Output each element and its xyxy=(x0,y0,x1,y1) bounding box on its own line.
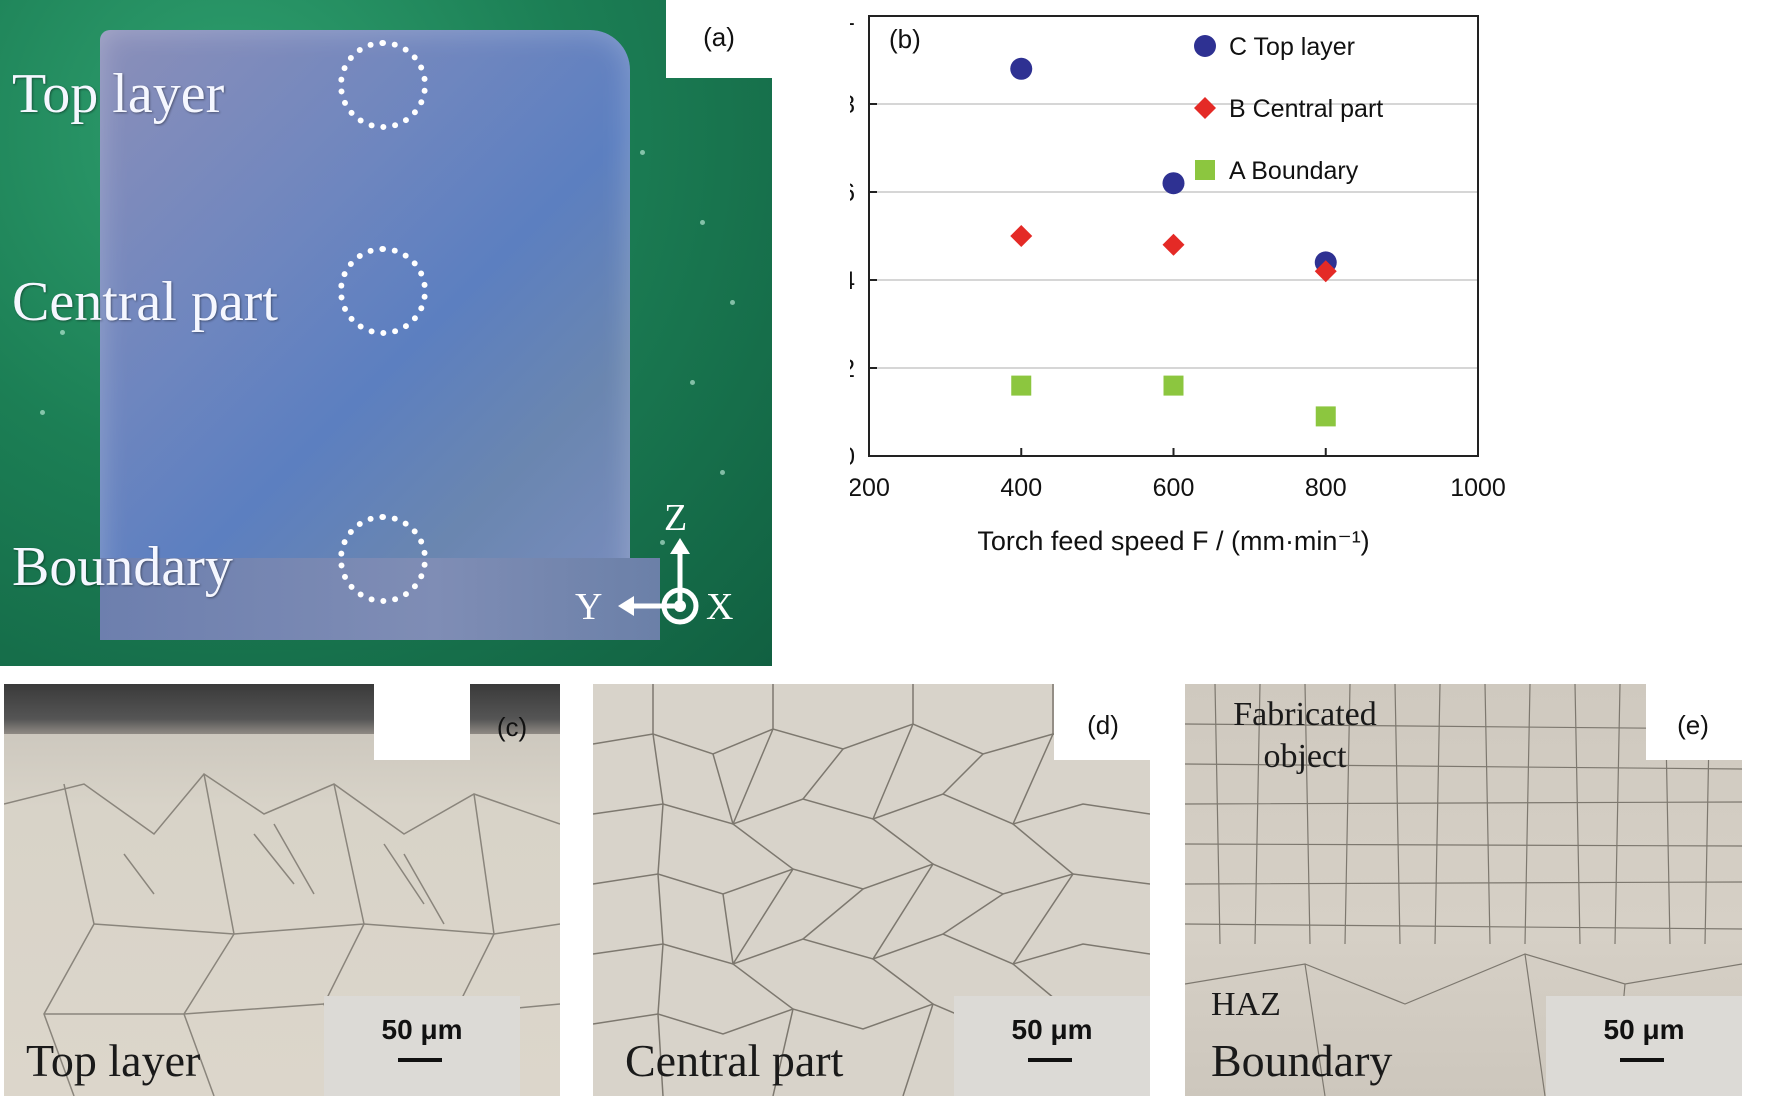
scale-bar xyxy=(398,1058,442,1062)
legend-marker-square xyxy=(1195,160,1215,180)
scale-bar-label: 50 μm xyxy=(1011,1014,1093,1045)
data-point-circle xyxy=(1010,57,1033,80)
y-tick-label: 0.04 xyxy=(850,267,855,295)
axis-z-label: Z xyxy=(664,497,688,539)
micrograph-label-top-layer: Top layer xyxy=(26,1035,201,1086)
data-point-circle xyxy=(1162,172,1185,195)
scale-bar-label: 50 μm xyxy=(1603,1014,1685,1045)
legend-label: A Boundary xyxy=(1229,157,1359,185)
specimen-photo-panel: Top layer Central part Boundary Z Y X (a… xyxy=(0,0,772,666)
panel-c-tag: (c) xyxy=(496,712,528,742)
y-tick-label: 0.02 xyxy=(850,355,855,383)
boundary-circle-marker xyxy=(338,514,428,604)
scale-bar xyxy=(1620,1058,1664,1062)
panel-a-tag: (a) xyxy=(703,22,735,52)
chart-legend: C Top layer B Central part A Boundary xyxy=(1194,33,1383,185)
top-layer-micrograph-panel: (c) Top layer 50 μm xyxy=(4,684,560,1096)
y-tick-label: 0.08 xyxy=(850,91,855,119)
x-tick-label: 600 xyxy=(1153,474,1195,502)
x-tick-label: 400 xyxy=(1000,474,1042,502)
scale-bar-box: 50 μm xyxy=(954,996,1150,1096)
x-axis-label: Torch feed speed F / (mm·min⁻¹) xyxy=(977,526,1369,556)
central-part-micrograph-panel: (d) Central part 50 μm xyxy=(593,684,1150,1096)
legend-marker-circle xyxy=(1194,35,1216,57)
axis-x-label: X xyxy=(706,586,734,628)
micrograph-label-central-part: Central part xyxy=(625,1035,844,1086)
scale-bar-label: 50 μm xyxy=(381,1014,463,1045)
legend-label: B Central part xyxy=(1229,95,1383,123)
y-tick-label: 0.1 xyxy=(850,3,855,31)
grain-size-chart: 0 0.02 0.04 0.06 0.08 0.1 200 400 600 800 1000 To… xyxy=(850,3,1506,556)
data-point-square xyxy=(1011,375,1032,396)
scale-bar-box: 50 μm xyxy=(324,996,520,1096)
scale-bar xyxy=(1028,1058,1072,1062)
top-layer-circle-marker xyxy=(338,40,428,130)
data-point-diamond xyxy=(1314,260,1337,283)
data-point-square xyxy=(1163,375,1184,396)
data-point-square xyxy=(1315,406,1336,427)
central-part-circle-marker xyxy=(338,246,428,336)
y-tick-label: 0 xyxy=(850,443,855,471)
photo-label-top-layer: Top layer xyxy=(12,63,225,125)
scale-bar-box: 50 μm xyxy=(1546,996,1742,1096)
photo-label-central-part: Central part xyxy=(12,271,278,333)
x-tick-label: 800 xyxy=(1305,474,1347,502)
fabricated-object-label: Fabricated object xyxy=(1233,696,1377,775)
micrograph-label-boundary: Boundary xyxy=(1211,1035,1393,1086)
coordinate-axes-icon xyxy=(618,538,699,625)
y-tick-label: 0.06 xyxy=(850,179,855,207)
grain-size-chart-panel: 0 0.02 0.04 0.06 0.08 0.1 200 400 600 800 1000 To… xyxy=(850,0,1772,666)
x-tick-label: 1000 xyxy=(1450,474,1506,502)
haz-label: HAZ xyxy=(1211,986,1281,1023)
boundary-micrograph-panel: (e) Fabricated object HAZ Boundary 50 μm xyxy=(1185,684,1742,1096)
legend-marker-diamond xyxy=(1194,97,1216,119)
x-tick-label: 200 xyxy=(850,474,890,502)
panel-b-tag: (b) xyxy=(889,24,921,54)
photo-label-boundary: Boundary xyxy=(12,536,233,598)
axis-y-label: Y xyxy=(575,586,603,628)
panel-d-tag: (d) xyxy=(1087,710,1119,740)
data-point-diamond xyxy=(1162,233,1185,256)
panel-e-tag: (e) xyxy=(1677,710,1709,740)
data-point-diamond xyxy=(1010,225,1033,247)
legend-label: C Top layer xyxy=(1229,33,1355,61)
